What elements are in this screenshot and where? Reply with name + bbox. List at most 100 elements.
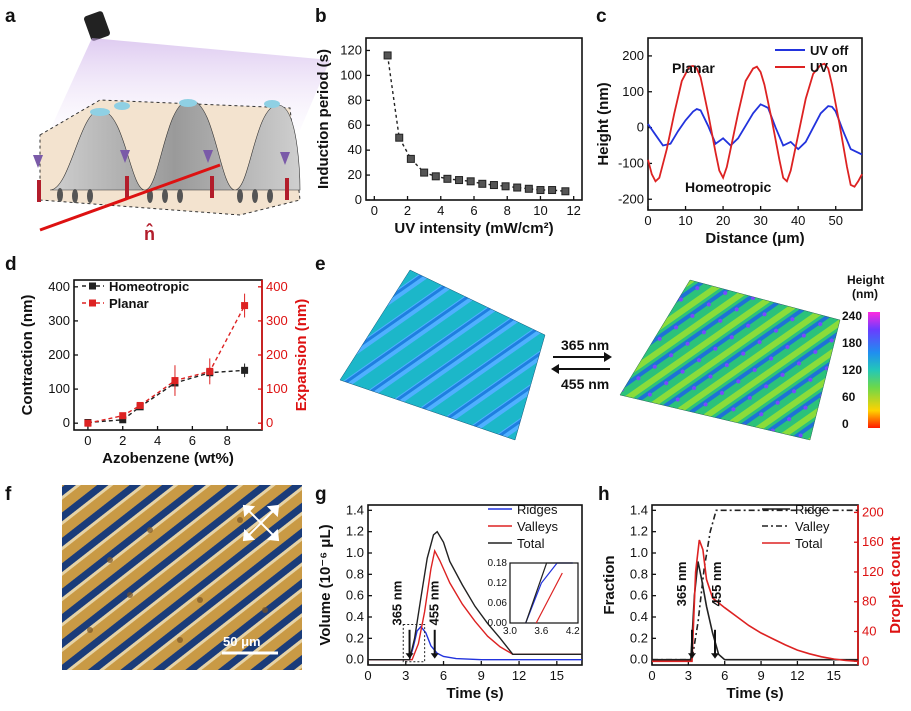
x-tick-label: 6 — [721, 668, 728, 683]
colorbar-tick-label: 0 — [842, 417, 849, 431]
x-tick-label: 0 — [648, 668, 655, 683]
micrograph — [62, 485, 302, 670]
x-axis-label: UV intensity (mW/cm²) — [394, 220, 553, 237]
x-tick-label: 3 — [402, 668, 409, 683]
y-tick-label: 20 — [348, 167, 362, 182]
y2-tick-label: 300 — [266, 313, 288, 328]
arrowhead — [687, 653, 696, 659]
legend-marker — [89, 299, 96, 307]
legend-label: Total — [795, 536, 823, 551]
x-tick-label: 2 — [119, 433, 126, 448]
annotation-wavelength: 455 nm — [709, 562, 724, 607]
y2-tick-label: 40 — [862, 624, 876, 639]
surface-uv-on — [619, 279, 841, 441]
x-tick-label: 8 — [504, 203, 511, 218]
data-point — [420, 168, 429, 177]
data-point — [524, 184, 533, 193]
y-tick-label: 0 — [63, 415, 70, 430]
y-tick-label: 1.4 — [630, 502, 648, 517]
y-tick-label: 0 — [355, 192, 362, 207]
annotation-homeotropic: Homeotropic — [685, 179, 772, 195]
legend-label: UV on — [810, 60, 848, 75]
arrowhead — [405, 653, 414, 659]
data-point — [489, 181, 498, 190]
y-tick-label: 120 — [340, 42, 362, 57]
inset-frame — [509, 562, 579, 624]
panel-f: f 50 μm — [5, 484, 302, 670]
plot-frame — [365, 37, 583, 201]
x-tick-label: 50 — [828, 213, 842, 228]
x-tick-label: 15 — [827, 668, 841, 683]
panel-letter-f: f — [5, 484, 12, 505]
data-point — [395, 133, 404, 142]
y2-tick-label: 0 — [862, 653, 869, 668]
panel-letter-a: a — [5, 6, 16, 27]
scale-bar-label: 50 μm — [223, 634, 261, 649]
y2-tick-label: 80 — [862, 594, 876, 609]
micrograph-pits — [87, 517, 268, 643]
data-point — [548, 186, 557, 195]
plot-frame — [367, 504, 583, 666]
y2-tick-label: 400 — [266, 279, 288, 294]
y-tick-label: 1.0 — [630, 545, 648, 560]
y-tick-label: 100 — [340, 67, 362, 82]
director-arrow — [39, 163, 221, 232]
x-tick-label: 6 — [189, 433, 196, 448]
x-tick-label: 0 — [371, 203, 378, 218]
colorbar-title: Height — [847, 273, 884, 287]
x-tick-label: 6 — [440, 668, 447, 683]
legend-label: Valleys — [517, 519, 558, 534]
legend-marker — [89, 282, 96, 290]
colorbar-tick-label: 240 — [842, 309, 862, 323]
data-point — [84, 419, 92, 427]
x-tick-label: 0 — [84, 433, 91, 448]
panel-g: g 0 3 6 9 12 15 0.0 0.2 0.4 0.6 0.8 1.0 1.2 1.4 Time (… — [315, 484, 583, 702]
mesogen-rods — [37, 176, 289, 203]
y-tick-label: 0.6 — [630, 588, 648, 603]
y-tick-label: 200 — [622, 48, 644, 63]
inset-y-tick-label: 0.12 — [488, 578, 508, 589]
panel-a: a — [5, 6, 330, 244]
y-axis-label: Contraction (nm) — [19, 295, 36, 416]
panel-letter-b: b — [315, 6, 327, 27]
y-tick-label: 0.2 — [630, 630, 648, 645]
series-line — [386, 55, 566, 192]
annotation-planar: Planar — [672, 60, 715, 76]
series-line-valleys — [368, 548, 582, 661]
x-tick-label: 10 — [678, 213, 692, 228]
y2-tick-label: 200 — [266, 347, 288, 362]
x-tick-label: 40 — [791, 213, 805, 228]
y-tick-label: 60 — [348, 117, 362, 132]
polarizer-cross-icon — [242, 504, 280, 542]
data-point — [206, 367, 214, 375]
x-axis-label: Time (s) — [446, 685, 503, 702]
legend-label: Planar — [109, 296, 149, 311]
data-point — [536, 186, 545, 195]
x-tick-label: 0 — [364, 668, 371, 683]
inset-y-tick-label: 0.00 — [488, 618, 508, 629]
x-tick-label: 8 — [224, 433, 231, 448]
x-tick-label: 12 — [566, 203, 580, 218]
x-tick-label: 20 — [716, 213, 730, 228]
y-tick-label: 0.2 — [346, 630, 364, 645]
data-point — [431, 172, 440, 181]
colorbar-tick-label: 180 — [842, 336, 862, 350]
annotation-wavelength: 365 nm — [674, 562, 689, 607]
x-tick-label: 10 — [533, 203, 547, 218]
panel-d: d 0 2 4 6 8 0 100 200 300 400 Azobenzene (wt%) Cont… — [5, 254, 310, 467]
data-point — [513, 183, 522, 192]
inset-series-line — [535, 572, 563, 624]
x-tick-label: 3 — [685, 668, 692, 683]
legend-label: Ridge — [795, 502, 829, 517]
series-line — [87, 305, 246, 424]
panel-letter-h: h — [598, 484, 610, 505]
legend-label: Total — [517, 536, 545, 551]
y-axis-label: Fraction — [601, 555, 618, 614]
series-line — [87, 369, 245, 424]
y-tick-label: 1.2 — [346, 524, 364, 539]
panel-letter-d: d — [5, 254, 17, 275]
y-axis-label: Induction period (s) — [315, 49, 332, 189]
y2-tick-label: 0 — [266, 415, 273, 430]
uv-lamp-icon — [84, 11, 110, 41]
